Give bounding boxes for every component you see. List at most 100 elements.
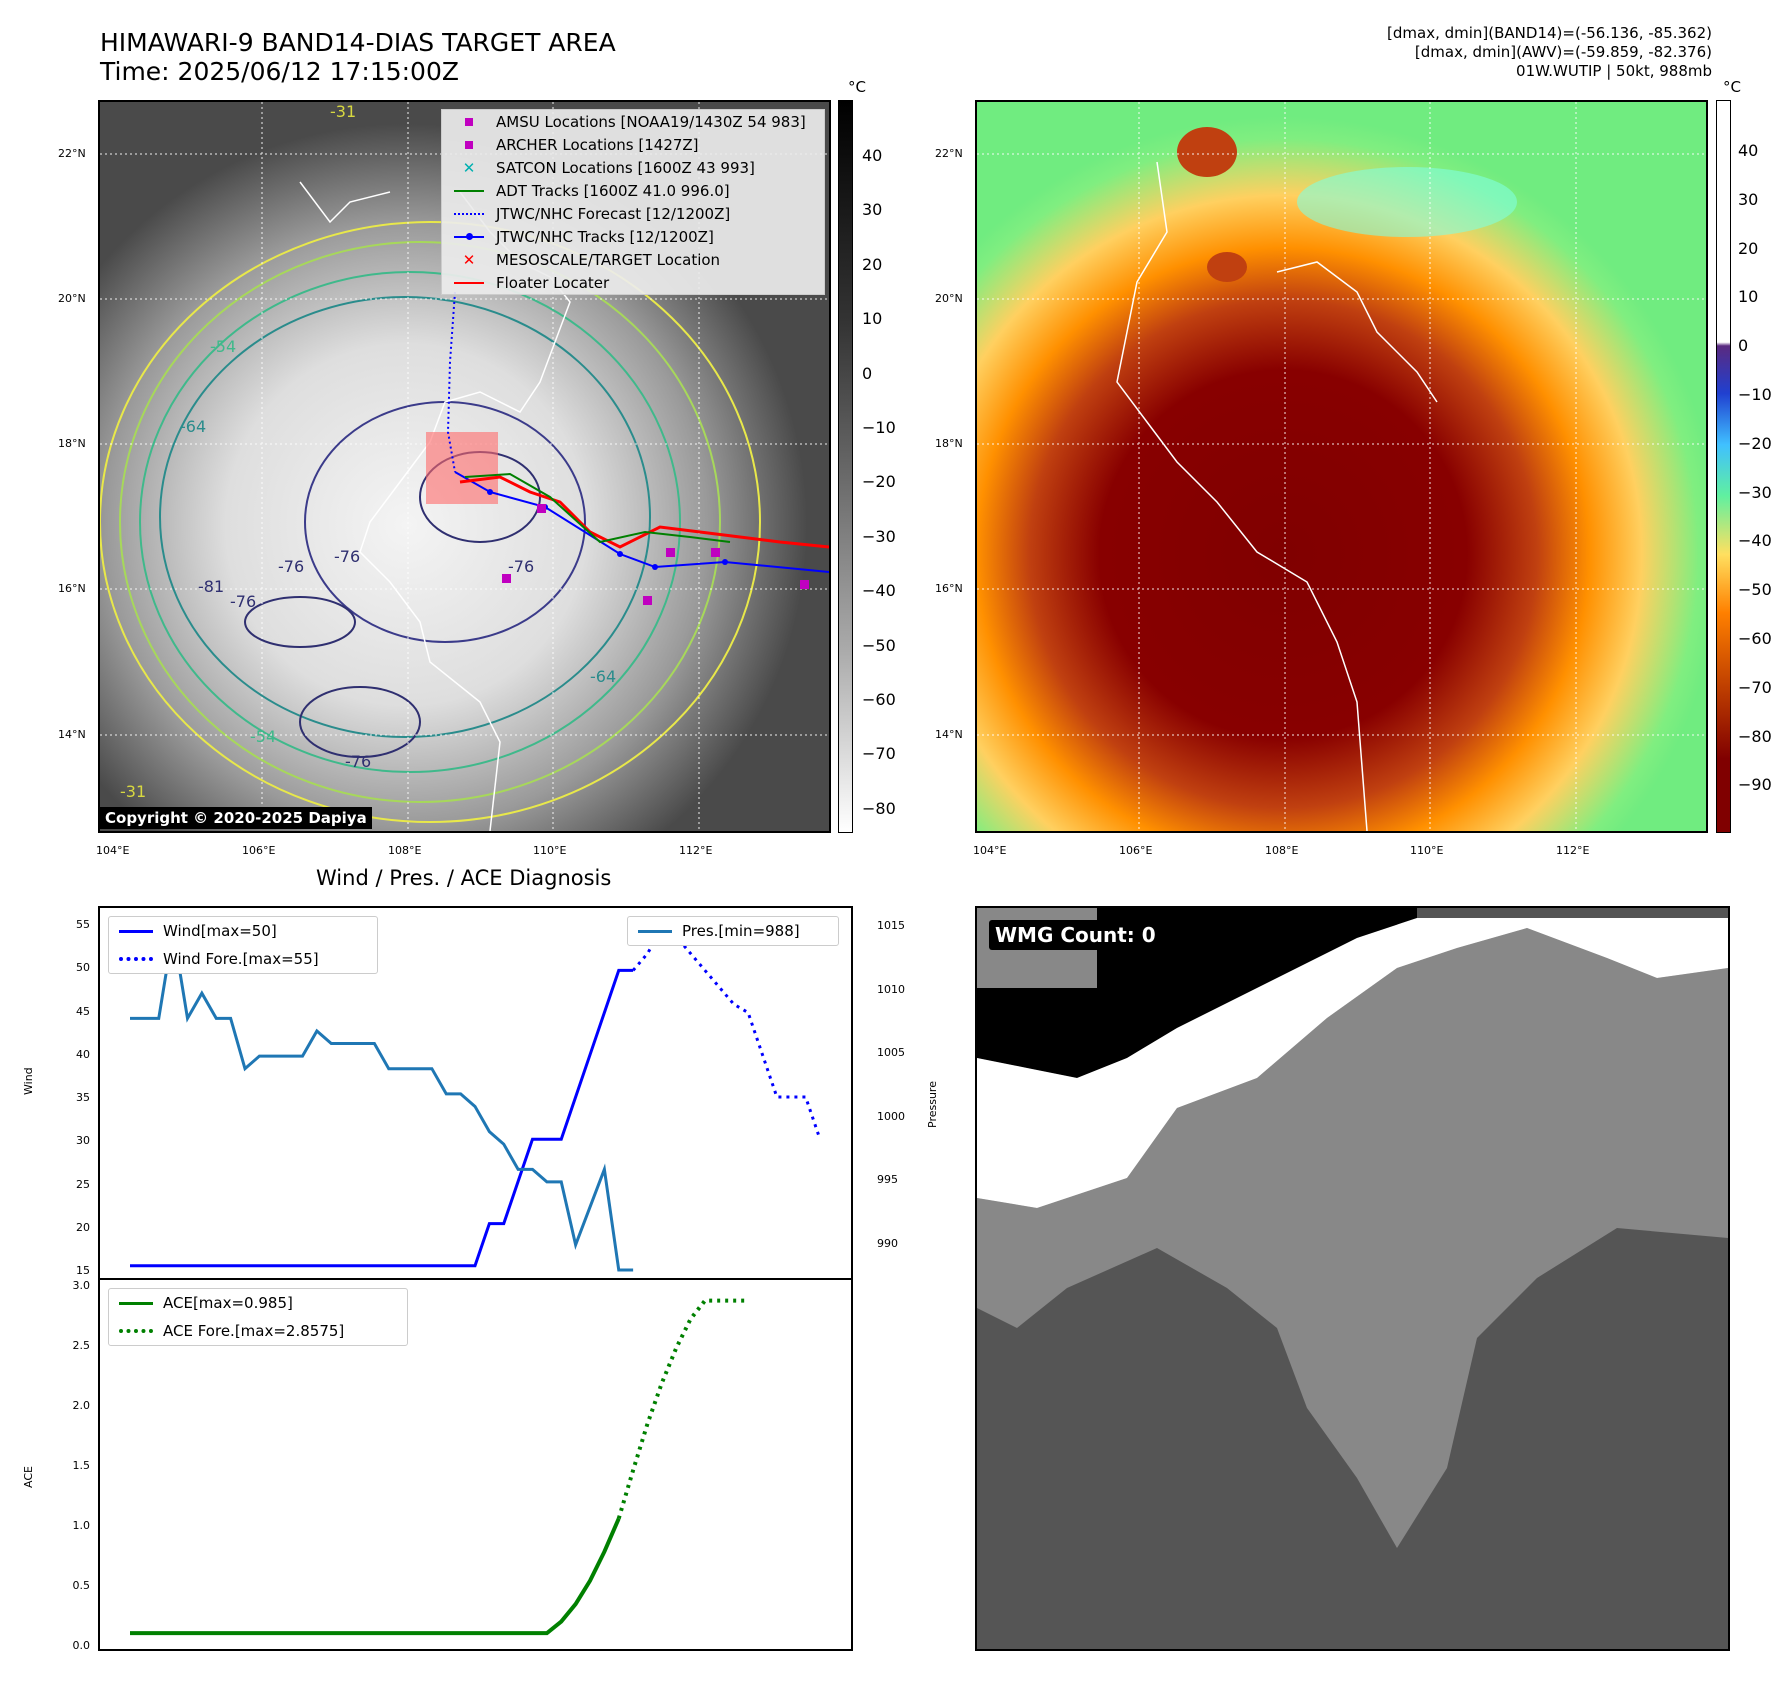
- axis-tick-label: 990: [877, 1237, 898, 1250]
- axis-tick-label: 2.0: [72, 1399, 91, 1412]
- line-dot-icon: [452, 232, 486, 240]
- lat-label: 20°N: [935, 292, 963, 305]
- wind-legend: Wind[max=50] Wind Fore.[max=55]: [108, 916, 378, 974]
- legend-item: ARCHER Locations [1427Z]: [442, 133, 824, 156]
- axis-tick-label: 1.5: [72, 1459, 91, 1472]
- contour-label: -76: [345, 752, 371, 771]
- legend-item: ACE Fore.[max=2.8575]: [109, 1317, 407, 1345]
- wmg-count-label: WMG Count: 0: [989, 920, 1162, 950]
- axis-tick-label: 0.0: [72, 1639, 91, 1652]
- axis-tick-label: 995: [877, 1173, 898, 1187]
- wind-chart-frame: Wind[max=50] Wind Fore.[max=55] Pres.[mi…: [98, 906, 853, 1280]
- awv-colorbar: [1716, 100, 1731, 833]
- colorbar-tick-label: −80: [862, 798, 896, 818]
- colorbar-tick-label: −70: [1738, 677, 1772, 697]
- lon-label: 108°E: [1265, 844, 1299, 857]
- dotted-line-icon: [119, 957, 153, 961]
- axis-tick-label: 1010: [877, 982, 905, 996]
- axis-tick-label: 1015: [877, 919, 905, 932]
- lat-label: 22°N: [935, 147, 963, 160]
- lat-label: 16°N: [935, 582, 963, 595]
- contour-label: -31: [120, 782, 146, 801]
- legend-item: Wind[max=50]: [109, 917, 377, 945]
- colorbar-tick-label: −10: [862, 418, 896, 437]
- axis-tick-label: 1000: [877, 1109, 905, 1123]
- colorbar-tick-label: −50: [1738, 580, 1772, 600]
- info-band14: [dmax, dmin](BAND14)=(-56.136, -85.362): [1387, 24, 1712, 42]
- colorbar-tick-label: −90: [1738, 775, 1772, 795]
- legend-item: ACE[max=0.985]: [109, 1289, 407, 1317]
- colorbar-tick-label: 0: [862, 363, 873, 383]
- colorbar-tick-label: −10: [1738, 385, 1772, 404]
- dotted-line-icon: [119, 1329, 153, 1333]
- colorbar-tick-label: −80: [1738, 726, 1772, 746]
- lon-label: 104°E: [96, 844, 130, 857]
- lon-label: 110°E: [533, 844, 567, 857]
- axis-tick-label: 40: [76, 1047, 90, 1061]
- axis-tick-label: 35: [76, 1091, 90, 1104]
- colorbar-tick-label: 0: [1738, 336, 1749, 356]
- lat-label: 14°N: [935, 728, 963, 741]
- lat-label: 18°N: [935, 437, 963, 450]
- line-marker-icon: [119, 1301, 153, 1305]
- lon-label: 104°E: [973, 844, 1007, 857]
- contour-label: -31: [330, 102, 356, 121]
- lat-label: 14°N: [58, 728, 86, 741]
- square-marker-icon: [452, 117, 486, 126]
- colorbar-tick-label: −50: [862, 635, 896, 655]
- lon-label: 112°E: [1556, 844, 1590, 857]
- ace-chart-frame: ACE[max=0.985] ACE Fore.[max=2.8575]: [98, 1278, 853, 1651]
- lon-label: 108°E: [388, 844, 422, 857]
- line-marker-icon: [119, 929, 153, 933]
- pressure-line: [130, 930, 634, 1272]
- chart-time: Time: 2025/06/12 17:15:00Z: [100, 57, 459, 86]
- colorbar-tick-label: −60: [862, 690, 896, 709]
- lat-label: 22°N: [58, 147, 86, 160]
- ir-map-panel: -81 -76 -76 -76 -76 -76 -64 -64 -54 -54 …: [98, 100, 831, 833]
- lat-label: 20°N: [58, 292, 86, 305]
- colorbar-tick-label: −30: [1738, 482, 1772, 502]
- legend-item: ✕ SATCON Locations [1600Z 43 993]: [442, 156, 824, 179]
- colorbar-tick-label: 30: [1738, 189, 1759, 209]
- axis-tick-label: 25: [76, 1177, 90, 1191]
- ir-colorbar-unit: °C: [848, 78, 866, 96]
- wind-line: [130, 968, 634, 1268]
- colorbar-tick-label: 40: [862, 146, 883, 165]
- colorbar-tick-label: 10: [862, 309, 883, 329]
- ace-forecast-line: [616, 1298, 749, 1520]
- colorbar-tick-label: −30: [862, 526, 896, 546]
- colorbar-tick-label: 40: [1738, 141, 1759, 160]
- legend-item: JTWC/NHC Tracks [12/1200Z]: [442, 225, 824, 248]
- legend-item: ✕ MESOSCALE/TARGET Location: [442, 248, 824, 271]
- pressure-ylabel: Pressure: [926, 1081, 939, 1128]
- lat-label: 16°N: [58, 582, 86, 595]
- wind-chart-plot: [130, 926, 822, 1272]
- contour-label: -54: [210, 337, 236, 356]
- colorbar-tick-label: −70: [862, 744, 896, 764]
- wind-forecast-line: [631, 926, 822, 1140]
- contour-label: -76: [508, 557, 534, 576]
- legend-item: AMSU Locations [NOAA19/1430Z 54 983]: [442, 110, 824, 133]
- contour-label: -64: [590, 667, 616, 686]
- x-marker-icon: ✕: [462, 158, 476, 177]
- info-block: [dmax, dmin](BAND14)=(-56.136, -85.362) …: [1387, 24, 1712, 81]
- lon-label: 112°E: [679, 844, 713, 857]
- square-marker-icon: [452, 140, 486, 149]
- axis-tick-label: 45: [76, 1004, 90, 1018]
- line-marker-icon: [452, 281, 486, 284]
- axis-tick-label: 0.5: [72, 1579, 91, 1592]
- awv-map-panel: [975, 100, 1708, 833]
- colorbar-tick-label: −40: [862, 581, 896, 601]
- lon-label: 110°E: [1410, 844, 1444, 857]
- wmg-image: [977, 908, 1728, 1649]
- colorbar-tick-label: 10: [1738, 287, 1759, 307]
- colorbar-tick-label: −40: [1738, 531, 1772, 551]
- axis-tick-label: 55: [76, 918, 90, 931]
- ace-legend: ACE[max=0.985] ACE Fore.[max=2.8575]: [108, 1288, 408, 1346]
- legend-item: Pres.[min=988]: [628, 917, 838, 945]
- ace-ylabel: ACE: [22, 1466, 35, 1488]
- axis-tick-label: 1.0: [72, 1519, 91, 1532]
- axis-tick-label: 3.0: [72, 1279, 91, 1292]
- info-storm: 01W.WUTIP | 50kt, 988mb: [1516, 62, 1712, 80]
- colorbar-tick-label: −20: [862, 472, 896, 492]
